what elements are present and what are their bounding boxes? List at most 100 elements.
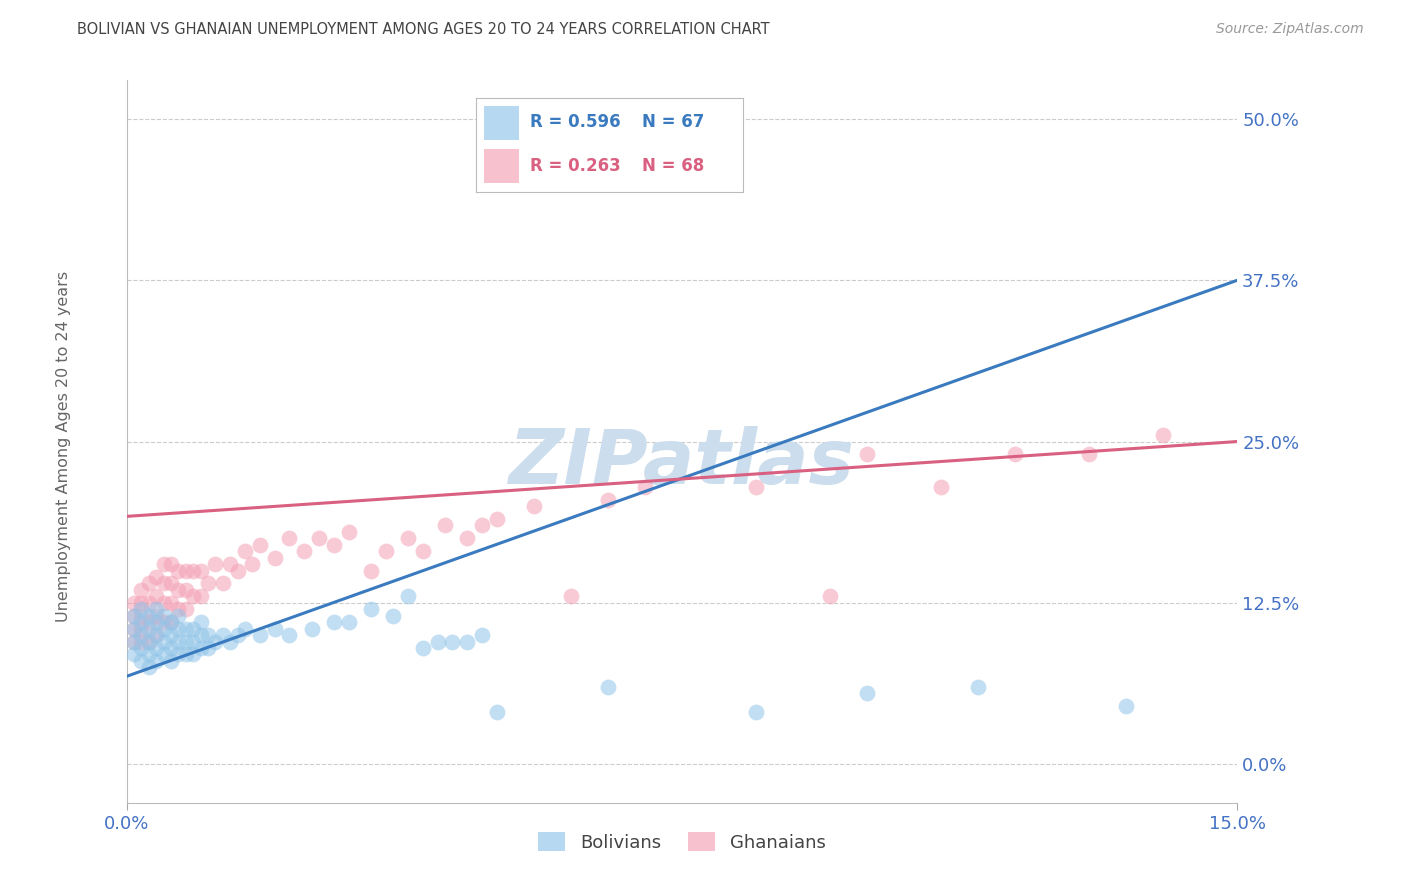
Point: [152, 596, 174, 610]
Point: [523, 499, 546, 513]
Point: [131, 622, 153, 636]
Point: [204, 557, 226, 571]
Point: [456, 531, 478, 545]
Text: BOLIVIAN VS GHANAIAN UNEMPLOYMENT AMONG AGES 20 TO 24 YEARS CORRELATION CHART: BOLIVIAN VS GHANAIAN UNEMPLOYMENT AMONG …: [77, 22, 770, 37]
Point: [181, 564, 204, 578]
Text: Unemployment Among Ages 20 to 24 years: Unemployment Among Ages 20 to 24 years: [56, 270, 70, 622]
Point: [145, 640, 167, 655]
Point: [485, 706, 508, 720]
Point: [1115, 699, 1137, 714]
Point: [190, 590, 212, 604]
Point: [138, 648, 160, 662]
Text: ZIPatlas: ZIPatlas: [509, 426, 855, 500]
Point: [160, 576, 183, 591]
Point: [322, 538, 344, 552]
Point: [160, 628, 183, 642]
Point: [412, 640, 434, 655]
Point: [181, 622, 204, 636]
Point: [856, 447, 879, 461]
Point: [152, 615, 174, 630]
Point: [131, 640, 153, 655]
Point: [441, 634, 464, 648]
Point: [160, 654, 183, 668]
Point: [745, 706, 768, 720]
Point: [122, 608, 145, 623]
Point: [167, 582, 190, 597]
Point: [181, 590, 204, 604]
Point: [152, 634, 174, 648]
Point: [131, 596, 153, 610]
Point: [138, 608, 160, 623]
Point: [929, 480, 952, 494]
Point: [412, 544, 434, 558]
Point: [433, 518, 456, 533]
Point: [242, 557, 264, 571]
Point: [174, 648, 197, 662]
Point: [174, 634, 197, 648]
Point: [471, 628, 494, 642]
Point: [145, 654, 167, 668]
Point: [249, 628, 271, 642]
Point: [160, 557, 183, 571]
Point: [174, 602, 197, 616]
Point: [131, 654, 153, 668]
Point: [131, 602, 153, 616]
Point: [167, 622, 190, 636]
Point: [278, 531, 301, 545]
Point: [190, 640, 212, 655]
Point: [152, 576, 174, 591]
Point: [145, 615, 167, 630]
Point: [426, 634, 449, 648]
Point: [160, 596, 183, 610]
Point: [174, 582, 197, 597]
Point: [131, 634, 153, 648]
Point: [145, 628, 167, 642]
Point: [145, 570, 167, 584]
Point: [745, 480, 768, 494]
Point: [131, 615, 153, 630]
Point: [138, 634, 160, 648]
Point: [190, 564, 212, 578]
Point: [249, 538, 271, 552]
Point: [167, 564, 190, 578]
Point: [131, 582, 153, 597]
Point: [197, 628, 219, 642]
Point: [263, 622, 285, 636]
Point: [967, 680, 990, 694]
Point: [145, 590, 167, 604]
Point: [152, 622, 174, 636]
Point: [233, 622, 256, 636]
Point: [360, 564, 382, 578]
Point: [122, 622, 145, 636]
Point: [138, 660, 160, 674]
Point: [226, 628, 249, 642]
Point: [485, 512, 508, 526]
Point: [190, 628, 212, 642]
Point: [138, 634, 160, 648]
Point: [122, 608, 145, 623]
Point: [1078, 447, 1101, 461]
Point: [190, 615, 212, 630]
Point: [122, 634, 145, 648]
Point: [233, 544, 256, 558]
Legend: Bolivians, Ghanaians: Bolivians, Ghanaians: [531, 825, 832, 859]
Point: [211, 628, 233, 642]
Point: [167, 602, 190, 616]
Point: [152, 557, 174, 571]
Point: [138, 622, 160, 636]
Point: [308, 531, 330, 545]
Point: [1152, 428, 1174, 442]
Point: [382, 608, 405, 623]
Point: [174, 622, 197, 636]
Point: [204, 634, 226, 648]
Point: [292, 544, 315, 558]
Point: [818, 590, 841, 604]
Point: [167, 608, 190, 623]
Point: [322, 615, 344, 630]
Point: [301, 622, 323, 636]
Point: [152, 608, 174, 623]
Point: [278, 628, 301, 642]
Point: [226, 564, 249, 578]
Point: [138, 615, 160, 630]
Point: [167, 634, 190, 648]
